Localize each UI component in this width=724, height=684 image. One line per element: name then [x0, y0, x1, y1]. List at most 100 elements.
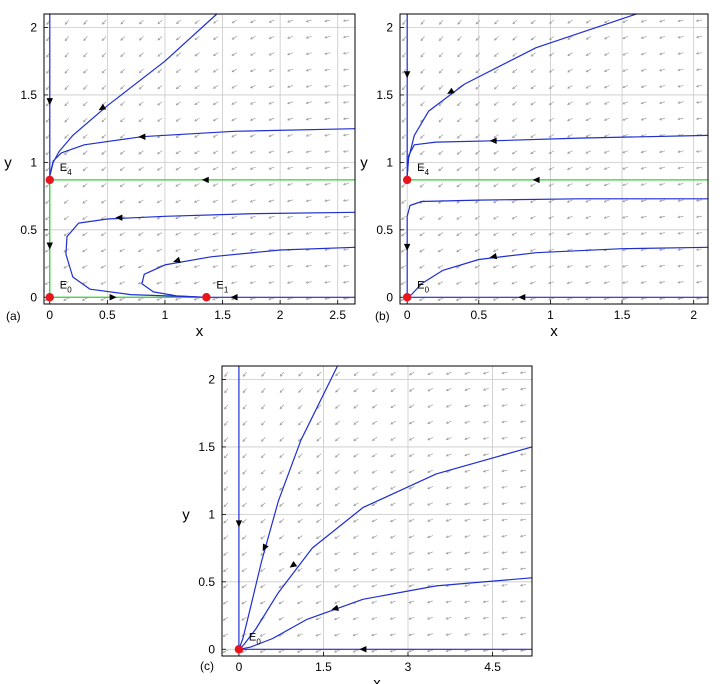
- vector-field-arrowhead: [371, 552, 375, 555]
- vector-field-arrowhead: [493, 151, 497, 155]
- vector-field-arrowhead: [420, 103, 423, 107]
- vector-field-arrow: [63, 232, 69, 236]
- vector-field-arrow: [213, 117, 219, 122]
- vector-field-arrow: [390, 518, 396, 522]
- vector-field-arrow: [585, 232, 592, 235]
- vector-field-arrow: [306, 199, 312, 202]
- vector-field-arrow: [678, 36, 684, 39]
- vector-field-arrowhead: [46, 22, 49, 26]
- vector-field-arrowhead: [566, 232, 570, 236]
- vector-field-arrowhead: [64, 136, 67, 139]
- vector-field-arrowhead: [137, 281, 141, 285]
- vector-field-arrow: [372, 404, 378, 409]
- vector-field-arrowhead: [119, 249, 123, 252]
- vector-field-arrow: [659, 68, 666, 71]
- vector-field-arrow: [353, 584, 359, 588]
- vector-field-arrow: [250, 117, 256, 121]
- vector-field-arrowhead: [519, 632, 523, 636]
- vector-field-arrow: [194, 68, 200, 73]
- vector-field-arrowhead: [658, 215, 662, 219]
- vector-field-arrowhead: [101, 38, 105, 41]
- vector-field-arrowhead: [260, 536, 264, 540]
- panel-label: (a): [6, 309, 21, 323]
- vector-field-arrowhead: [371, 470, 375, 474]
- vector-field-arrowhead: [353, 438, 357, 442]
- vector-field-arrow: [457, 36, 462, 41]
- vector-field-arrowhead: [371, 487, 375, 490]
- vector-field-arrow: [101, 117, 107, 123]
- vector-field-arrowhead: [193, 297, 197, 301]
- vector-field-arrow: [231, 183, 238, 187]
- vector-field-arrow: [501, 633, 508, 635]
- vector-field-arrowhead: [249, 183, 253, 187]
- vector-field-arrow: [102, 19, 107, 25]
- vector-field-arrow: [334, 502, 340, 507]
- vector-field-arrow: [287, 85, 294, 88]
- vector-field-arrowhead: [390, 470, 394, 474]
- vector-field-arrow: [298, 371, 303, 377]
- vector-field-arrowhead: [585, 37, 589, 40]
- vector-field-arrowhead: [223, 536, 227, 540]
- vector-field-arrowhead: [64, 119, 68, 123]
- vector-field-arrow: [427, 486, 434, 489]
- vector-field-arrowhead: [242, 406, 246, 410]
- vector-field-arrowhead: [334, 568, 338, 572]
- vector-field-arrow: [223, 535, 229, 540]
- vector-field-arrow: [335, 388, 340, 393]
- vector-field-arrowhead: [64, 103, 68, 107]
- vector-field-arrow: [420, 68, 425, 74]
- vector-field-arrow: [287, 36, 294, 39]
- vector-field-arrowhead: [445, 372, 449, 375]
- vector-field-arrow: [231, 215, 238, 219]
- vector-field-arrowhead: [101, 152, 105, 155]
- vector-field-arrow: [520, 502, 527, 505]
- vector-field-arrow: [213, 199, 219, 203]
- vector-field-arrow: [176, 19, 182, 24]
- trajectory-line: [406, 246, 709, 298]
- vector-field-arrowhead: [222, 585, 226, 589]
- vector-field-arrowhead: [640, 183, 644, 186]
- vector-field-arrow: [427, 616, 433, 620]
- vector-field-arrow: [401, 199, 407, 204]
- vector-field-arrowhead: [324, 117, 328, 121]
- vector-field-arrowhead: [101, 87, 105, 90]
- vector-field-arrow: [622, 134, 629, 137]
- vector-field-arrow: [464, 616, 471, 619]
- vector-field-arrowhead: [82, 168, 86, 172]
- vector-field-arrow: [501, 518, 508, 521]
- vector-field-arrowhead: [475, 54, 479, 58]
- vector-field-arrow: [315, 649, 322, 653]
- vector-field-arrow: [353, 388, 359, 393]
- vector-field-arrow: [390, 502, 396, 506]
- vector-field-arrow: [157, 248, 163, 252]
- vector-field-arrowhead: [438, 119, 442, 123]
- vector-field-arrow: [306, 19, 312, 23]
- vector-field-arrow: [157, 232, 163, 236]
- vector-field-arrowhead: [622, 183, 626, 187]
- vector-field-arrowhead: [156, 233, 160, 236]
- vector-field-arrowhead: [250, 53, 253, 56]
- vector-field-arrowhead: [695, 19, 699, 22]
- vector-field-arrow: [260, 584, 266, 588]
- vector-field-arrow: [483, 371, 489, 375]
- equilibrium-point: [234, 645, 244, 654]
- vector-field-arrow: [287, 101, 294, 104]
- vector-field-arrowhead: [157, 21, 161, 25]
- vector-field-arrow: [250, 281, 256, 284]
- vector-field-arrowhead: [640, 215, 644, 219]
- vector-field-arrowhead: [372, 389, 375, 393]
- vector-field-arrow: [427, 518, 434, 522]
- vector-field-arrowhead: [529, 216, 533, 220]
- vector-field-arrow: [372, 502, 378, 506]
- vector-field-arrowhead: [512, 21, 516, 25]
- vector-field-arrow: [194, 199, 200, 203]
- vector-field-arrow: [175, 264, 181, 268]
- vector-field-arrow: [298, 404, 303, 409]
- vector-field-arrowhead: [456, 249, 459, 253]
- vector-field-arrow: [120, 150, 125, 155]
- vector-field-arrowhead: [352, 617, 356, 620]
- vector-field-arrowhead: [401, 87, 405, 91]
- vector-field-arrowhead: [622, 69, 626, 72]
- vector-field-arrowhead: [549, 37, 552, 41]
- vector-field-arrowhead: [445, 437, 449, 441]
